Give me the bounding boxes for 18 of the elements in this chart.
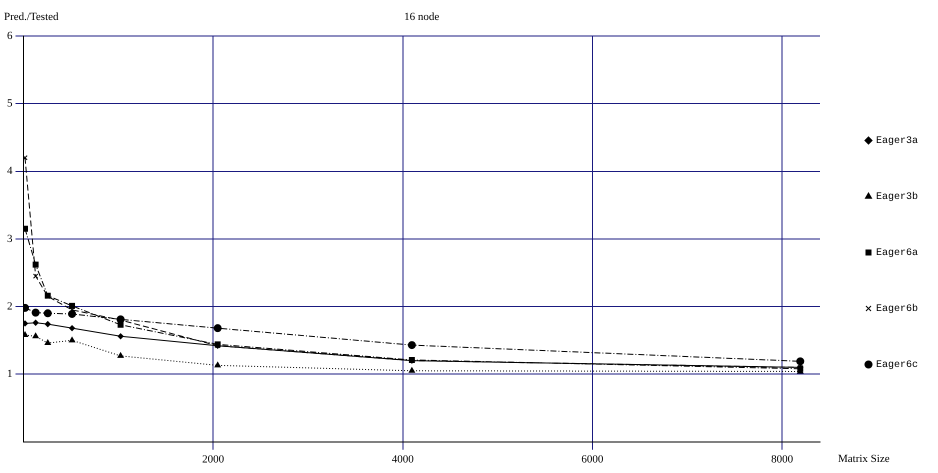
y-axis-title: Pred./Tested <box>4 11 60 23</box>
y-tick-label: 2 <box>7 300 12 312</box>
legend-label: Eager6c <box>876 360 918 372</box>
y-tick-label: 4 <box>7 165 13 178</box>
y-tick-label: 6 <box>7 30 13 42</box>
y-tick-label: 1 <box>7 368 12 380</box>
y-tick-label: 3 <box>7 232 13 245</box>
x-tick-label: 6000 <box>581 453 604 466</box>
legend-label: Eager6b <box>876 303 918 316</box>
legend-label: Eager3a <box>876 136 918 148</box>
legend-label: Eager3b <box>876 191 918 204</box>
x-tick-label: 8000 <box>771 453 794 466</box>
legend-label: Eager6a <box>876 248 918 260</box>
chart-title: 16 node <box>404 11 440 23</box>
x-tick-label: 4000 <box>392 453 414 466</box>
y-tick-label: 5 <box>7 98 13 110</box>
x-tick-label: 2000 <box>202 453 225 466</box>
x-axis-title: Matrix Size <box>838 452 890 465</box>
